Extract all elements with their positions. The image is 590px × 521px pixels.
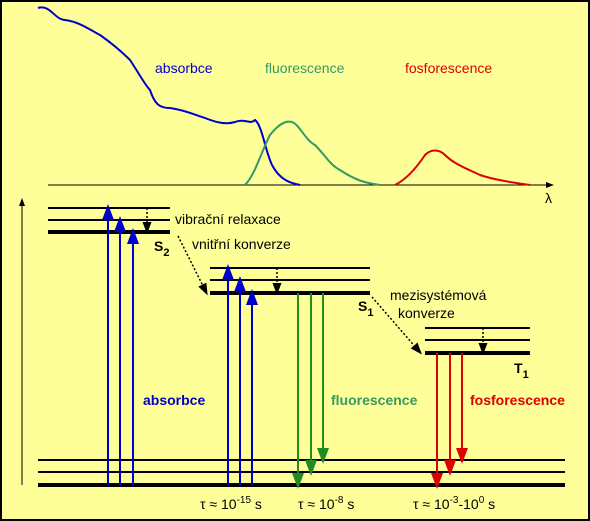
text-part: s — [484, 496, 495, 512]
text-part: τ ≈ 10 — [298, 496, 335, 512]
state-symbol: S — [358, 298, 367, 314]
text-part: τ ≈ 10 — [200, 496, 237, 512]
state-subscript: 1 — [367, 307, 373, 319]
lifetime: τ ≈ 10-8 s — [298, 495, 354, 512]
text-part: s — [251, 496, 262, 512]
text-part: -8 — [335, 495, 344, 506]
state-subscript: 2 — [163, 247, 169, 259]
nonradiative-arrows — [142, 208, 488, 355]
fluorescence-curve — [244, 120, 381, 186]
text-part: 0 — [479, 495, 485, 506]
process-label: vibrační relaxace — [175, 211, 281, 227]
spectrum-label: fosforescence — [405, 60, 492, 76]
state-symbol: T — [514, 360, 523, 376]
text-part: -3 — [450, 495, 459, 506]
state-label: S2 — [154, 238, 169, 259]
state-subscript: 1 — [523, 369, 529, 381]
text-part: -15 — [237, 495, 252, 506]
lifetime: τ ≈ 10-15 s — [200, 495, 262, 512]
process-label: vnitřní konverze — [192, 236, 291, 252]
state-symbol: S — [154, 238, 163, 254]
state-label: T1 — [514, 360, 529, 381]
text-part: τ ≈ 10 — [413, 496, 450, 512]
transition-label: fluorescence — [331, 392, 418, 408]
spectrum-label: absorbce — [155, 60, 213, 76]
phosphorescence-arrows — [431, 353, 468, 489]
transition-label: fosforescence — [470, 392, 565, 408]
text-part: s — [343, 496, 354, 512]
transition-label: absorbce — [143, 392, 205, 408]
absorption-curve — [37, 6, 301, 186]
axis-label: λ — [545, 190, 552, 206]
fluorescence-arrows — [292, 293, 329, 489]
process-label: konverze — [398, 305, 455, 321]
state-label: S1 — [358, 298, 373, 319]
lifetime: τ ≈ 10-3-100 s — [413, 495, 495, 512]
phosphorescence-curve — [394, 149, 531, 186]
absorption-arrows — [102, 204, 258, 485]
process-label: mezisystémová — [390, 287, 487, 303]
text-part: -10 — [458, 496, 478, 512]
spectrum-label: fluorescence — [265, 60, 345, 76]
